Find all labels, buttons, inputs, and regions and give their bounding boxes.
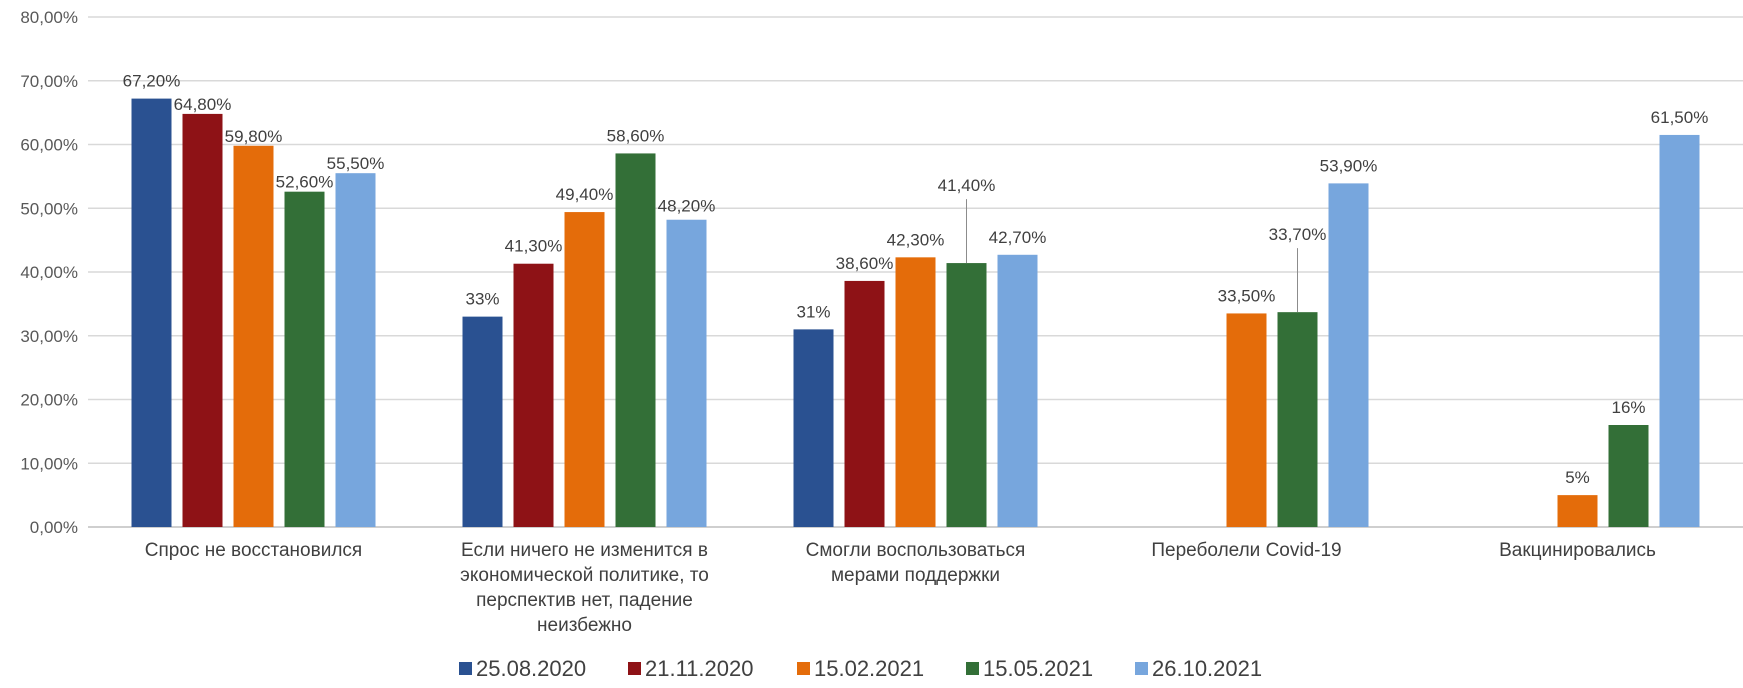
legend-label: 15.02.2021 [814,656,924,681]
y-tick-label: 30,00% [20,327,78,346]
bar [284,191,325,528]
bar [997,254,1038,527]
data-labels: 67,20% 33% 31% 64,80% 41,30% 38,60% 59,80% 49,4… [123,72,1709,488]
bar [1226,313,1267,527]
x-category-label: Переболели Covid-19 [1151,540,1341,561]
data-label: 33,70% [1269,225,1327,244]
y-axis: 0,00% 10,00% 20,00% 30,00% 40,00% 50,00% 60,00… [20,8,78,537]
data-label: 67,20% [123,72,181,91]
legend-item: 15.02.2021 [797,656,924,681]
bar [564,212,605,527]
data-label: 61,50% [1651,108,1709,127]
data-label: 31% [796,302,830,321]
y-tick-label: 70,00% [20,72,78,91]
data-label: 41,30% [505,237,563,256]
bar [1557,495,1598,527]
data-label: 16% [1611,398,1645,417]
legend-label: 15.05.2021 [983,656,1093,681]
bar [233,145,274,527]
legend-swatch [459,662,472,675]
legend-label: 21.11.2020 [645,656,753,681]
data-label: 49,40% [556,185,614,204]
data-label: 42,70% [989,228,1047,247]
bars [131,98,1700,528]
bar [946,263,987,527]
legend-item: 21.11.2020 [628,656,753,681]
y-tick-label: 50,00% [20,199,78,218]
bar [1608,425,1649,527]
legend-item: 26.10.2021 [1135,656,1262,681]
data-label: 41,40% [938,176,996,195]
x-category-label: Смогли воспользоваться мерами поддержки [806,540,1026,586]
legend-item: 15.05.2021 [966,656,1093,681]
bar [615,153,656,528]
y-tick-label: 10,00% [20,454,78,473]
data-label: 53,90% [1320,156,1378,175]
bar [462,316,503,527]
data-label: 48,20% [658,197,716,216]
data-label: 5% [1565,468,1590,487]
y-tick-label: 0,00% [30,518,78,537]
bar [1659,134,1700,527]
data-label: 55,50% [327,154,385,173]
data-label: 42,30% [887,230,945,249]
bar [793,329,834,527]
y-tick-label: 20,00% [20,391,78,410]
legend-label: 25.08.2020 [476,656,586,681]
data-label: 52,60% [276,173,334,192]
bar [844,280,885,527]
legend-swatch [628,662,641,675]
bar [131,98,172,527]
y-tick-label: 60,00% [20,136,78,155]
x-category-label: Вакцинировались [1499,540,1656,561]
bar [335,173,376,527]
x-category-label: Если ничего не изменится в экономической … [460,540,709,636]
data-label: 33,50% [1218,286,1276,305]
y-tick-label: 80,00% [20,8,78,27]
data-label: 59,80% [225,127,283,146]
bar [182,113,223,528]
bar [666,219,707,527]
y-tick-label: 40,00% [20,263,78,282]
data-label: 64,80% [174,95,232,114]
legend-item: 25.08.2020 [459,656,586,681]
legend: 25.08.2020 21.11.2020 15.02.2021 15.05.2021… [459,656,1262,681]
bar [1277,312,1318,527]
legend-swatch [797,662,810,675]
data-label: 33% [465,290,499,309]
bar [513,263,554,527]
x-axis: Спрос не восстановился Если ничего не изм… [145,540,1656,636]
x-category-label: Спрос не восстановился [145,540,362,561]
data-label: 58,60% [607,126,665,145]
legend-label: 26.10.2021 [1152,656,1262,681]
legend-swatch [1135,662,1148,675]
legend-swatch [966,662,979,675]
bar [1328,183,1369,527]
data-label: 38,60% [836,254,894,273]
bar [895,257,936,527]
